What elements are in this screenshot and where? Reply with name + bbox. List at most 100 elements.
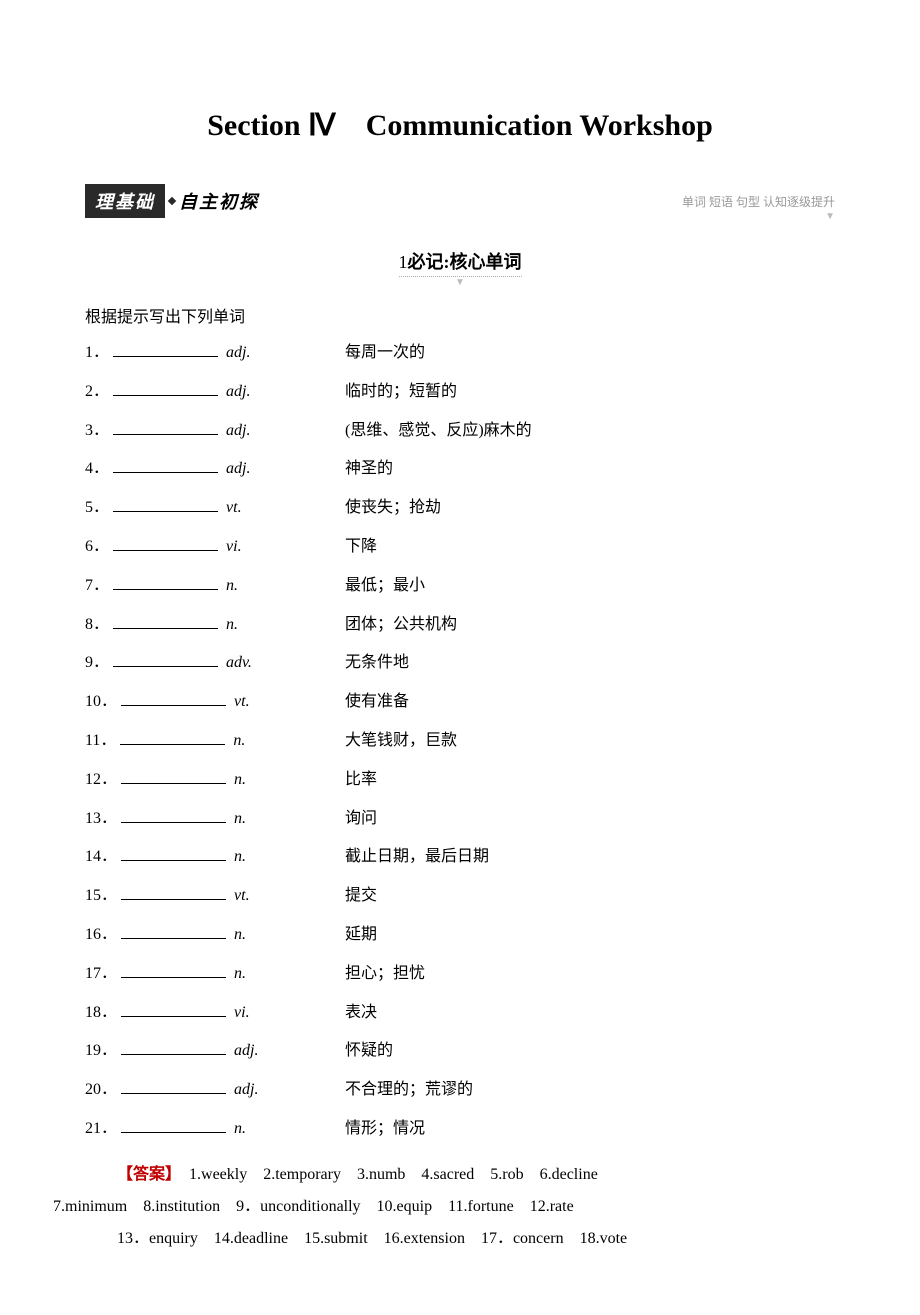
word-number: 10． xyxy=(85,688,117,717)
word-list: 1． adj. 每周一次的 2． adj. 临时的；短暂的3． adj.(思维、感觉、… xyxy=(85,339,835,1144)
word-row: 7． n.最低；最小 xyxy=(85,572,835,601)
word-row: 18． vi.表决 xyxy=(85,999,835,1028)
word-blank xyxy=(121,1078,226,1094)
word-row: 11． n.大笔钱财，巨款 xyxy=(85,727,835,756)
word-left: 13． n. xyxy=(85,805,345,834)
word-blank xyxy=(113,651,218,667)
word-left: 20． adj. xyxy=(85,1076,345,1105)
word-pos: adj. xyxy=(222,344,250,361)
word-number: 20． xyxy=(85,1076,117,1105)
word-number: 17． xyxy=(85,960,117,989)
word-number: 5． xyxy=(85,494,109,523)
word-left: 10． vt. xyxy=(85,688,345,717)
header-left: 理基础 自主初探 xyxy=(85,184,259,218)
word-pos: n. xyxy=(222,616,238,633)
word-left: 12． n. xyxy=(85,766,345,795)
word-definition: 截止日期，最后日期 xyxy=(345,843,835,872)
word-blank xyxy=(121,1001,226,1017)
word-definition: 大笔钱财，巨款 xyxy=(345,727,835,756)
word-definition: 使丧失；抢劫 xyxy=(345,494,835,523)
word-row: 14． n.截止日期，最后日期 xyxy=(85,843,835,872)
word-pos: vi. xyxy=(222,538,242,555)
word-definition: 临时的；短暂的 xyxy=(345,378,835,407)
word-number: 18． xyxy=(85,999,117,1028)
word-definition: 比率 xyxy=(345,766,835,795)
word-number: 9． xyxy=(85,649,109,678)
word-row: 8． n.团体；公共机构 xyxy=(85,611,835,640)
word-left: 19． adj. xyxy=(85,1037,345,1066)
word-row: 1． adj. 每周一次的 xyxy=(85,339,835,368)
word-blank xyxy=(113,380,218,396)
word-number: 15． xyxy=(85,882,117,911)
answer-section: 【答案】 1.weekly 2.temporary 3.numb 4.sacre… xyxy=(85,1159,835,1255)
word-pos: vi. xyxy=(230,1004,250,1021)
word-number: 2． xyxy=(85,378,109,407)
section-header: 理基础 自主初探 单词 短语 句型 认知逐级提升 xyxy=(85,184,835,218)
header-dark-badge: 理基础 xyxy=(85,184,165,218)
word-pos: adj. xyxy=(222,422,250,439)
word-left: 9． adv. xyxy=(85,649,345,678)
word-blank xyxy=(121,807,226,823)
word-pos: n. xyxy=(230,926,246,943)
word-blank xyxy=(121,845,226,861)
word-definition: 不合理的；荒谬的 xyxy=(345,1076,835,1105)
word-definition: 神圣的 xyxy=(345,455,835,484)
word-blank xyxy=(113,574,218,590)
word-definition: 下降 xyxy=(345,533,835,562)
word-row: 6． vi. 下降 xyxy=(85,533,835,562)
word-number: 1． xyxy=(85,339,109,368)
sub-heading: 1必记:核心单词 xyxy=(85,248,835,288)
word-left: 14． n. xyxy=(85,843,345,872)
word-definition: 团体；公共机构 xyxy=(345,611,835,640)
answer-line-3: 13．enquiry 14.deadline 15.submit 16.exte… xyxy=(85,1223,835,1255)
word-blank xyxy=(113,535,218,551)
word-number: 11． xyxy=(85,727,116,756)
word-number: 21． xyxy=(85,1115,117,1144)
word-left: 16． n. xyxy=(85,921,345,950)
word-blank xyxy=(121,768,226,784)
word-left: 3． adj. xyxy=(85,417,345,446)
word-definition: 担心；担忧 xyxy=(345,960,835,989)
word-left: 21． n. xyxy=(85,1115,345,1144)
word-blank xyxy=(121,1039,226,1055)
answer-line-1: 1.weekly 2.temporary 3.numb 4.sacred 5.r… xyxy=(173,1166,598,1183)
word-pos: vt. xyxy=(222,499,242,516)
word-definition: 延期 xyxy=(345,921,835,950)
sub-heading-bold: 核心单词 xyxy=(450,252,522,272)
word-pos: n. xyxy=(230,810,246,827)
word-number: 19． xyxy=(85,1037,117,1066)
word-row: 4． adj.神圣的 xyxy=(85,455,835,484)
word-pos: adj. xyxy=(230,1081,258,1098)
word-definition: 情形；情况 xyxy=(345,1115,835,1144)
word-pos: n. xyxy=(230,965,246,982)
answer-label: 【答案】 xyxy=(117,1166,173,1183)
word-definition: 最低；最小 xyxy=(345,572,835,601)
word-pos: adj. xyxy=(230,1042,258,1059)
sub-heading-num: 1 xyxy=(399,252,408,272)
word-definition: 每周一次的 xyxy=(345,339,835,368)
word-number: 4． xyxy=(85,455,109,484)
word-definition: 使有准备 xyxy=(345,688,835,717)
word-pos: n. xyxy=(222,577,238,594)
word-blank xyxy=(121,923,226,939)
word-blank xyxy=(113,341,218,357)
header-light-text: 自主初探 xyxy=(179,188,259,214)
word-row: 16． n.延期 xyxy=(85,921,835,950)
word-definition: 询问 xyxy=(345,805,835,834)
word-left: 7． n. xyxy=(85,572,345,601)
word-row: 13． n.询问 xyxy=(85,805,835,834)
word-blank xyxy=(113,419,218,435)
word-pos: adj. xyxy=(222,383,250,400)
word-blank xyxy=(121,962,226,978)
word-definition: (思维、感觉、反应)麻木的 xyxy=(345,417,835,446)
word-blank xyxy=(113,613,218,629)
word-row: 5． vt. 使丧失；抢劫 xyxy=(85,494,835,523)
word-left: 11． n. xyxy=(85,727,345,756)
word-left: 8． n. xyxy=(85,611,345,640)
word-left: 4． adj. xyxy=(85,455,345,484)
word-row: 15． vt.提交 xyxy=(85,882,835,911)
word-left: 15． vt. xyxy=(85,882,345,911)
word-row: 21． n.情形；情况 xyxy=(85,1115,835,1144)
word-pos: n. xyxy=(230,848,246,865)
word-number: 6． xyxy=(85,533,109,562)
